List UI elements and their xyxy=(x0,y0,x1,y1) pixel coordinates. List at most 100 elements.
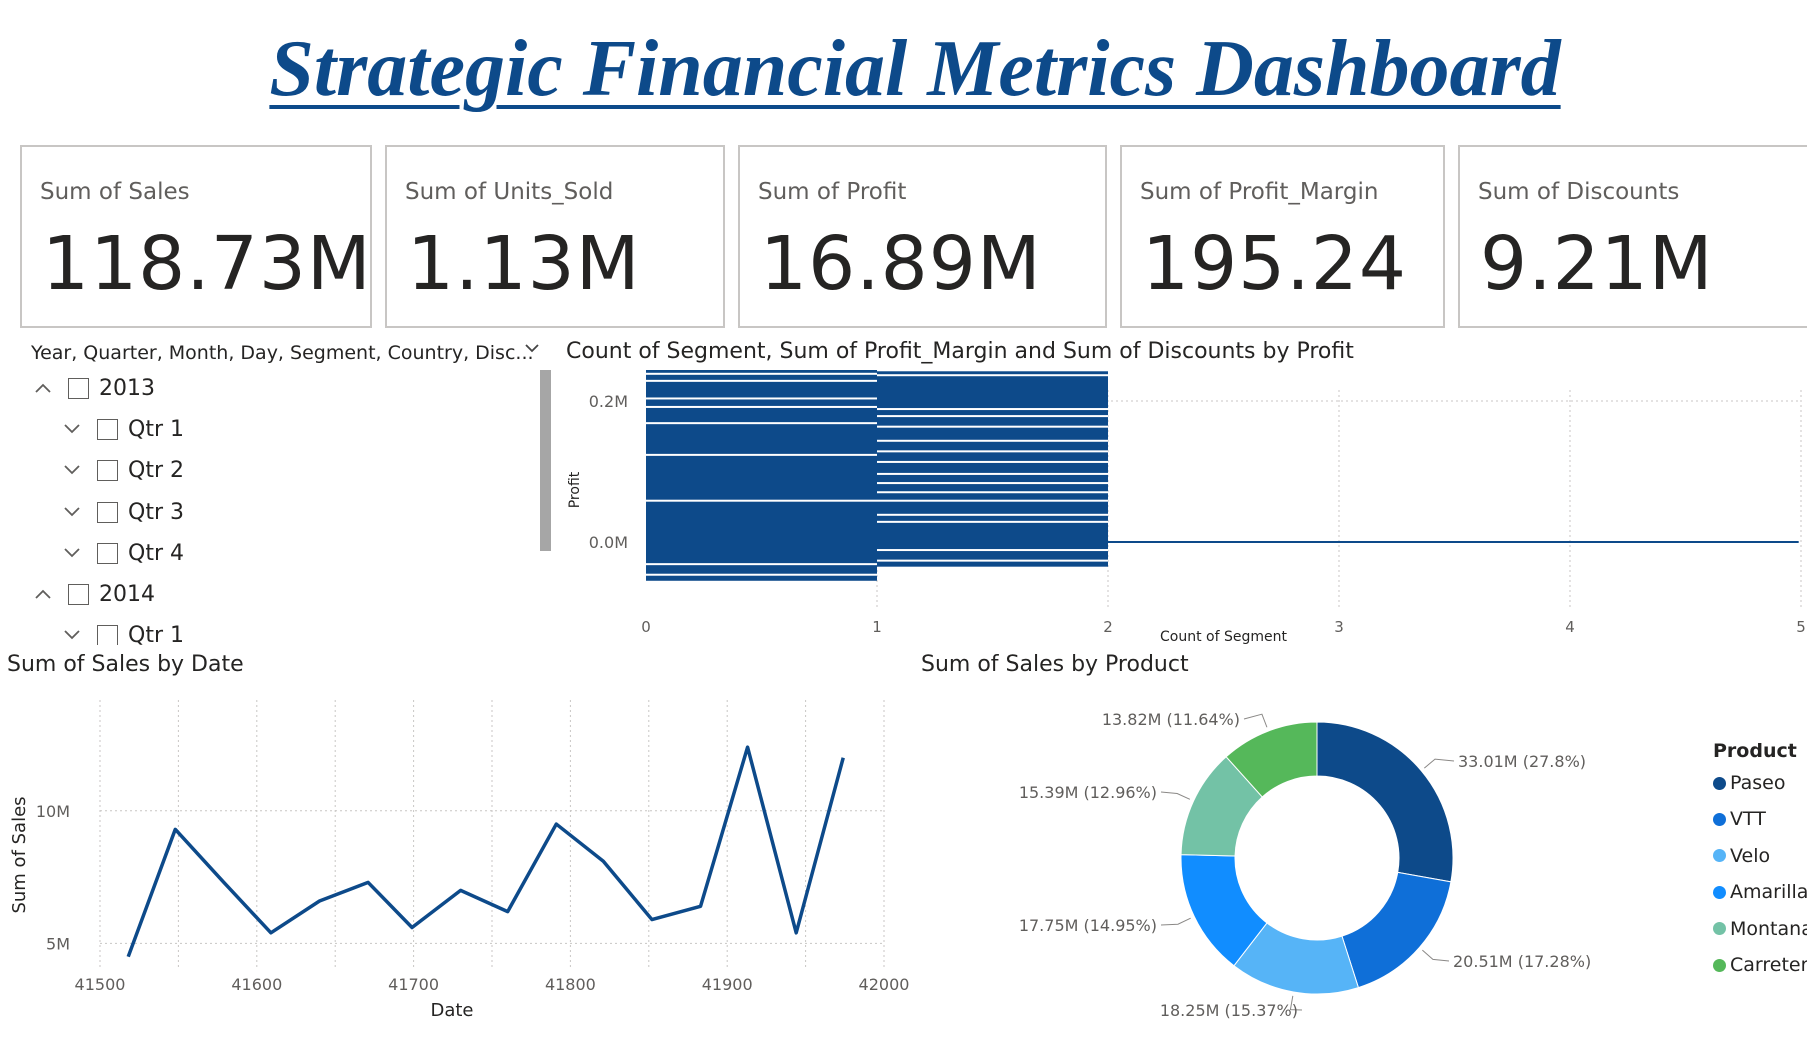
chevron-up-icon[interactable] xyxy=(32,589,54,599)
x-tick-label: 41900 xyxy=(702,975,753,994)
dashboard-title: Strategic Financial Metrics Dashboard xyxy=(269,25,1561,113)
bar-gap xyxy=(646,453,877,456)
bar-gap xyxy=(646,397,877,400)
bar-gap xyxy=(646,372,877,375)
legend-dot-icon xyxy=(1713,958,1726,972)
slicer-item-2014[interactable]: 2014 xyxy=(32,579,155,609)
bar-gap xyxy=(646,405,877,408)
slicer-item-qtr1[interactable]: Qtr 1 xyxy=(61,620,184,645)
x-tick-label: 41700 xyxy=(388,975,439,994)
slicer-item-label: Qtr 1 xyxy=(128,622,184,646)
y-tick-label: 10M xyxy=(36,802,70,821)
checkbox[interactable] xyxy=(97,624,118,645)
checkbox[interactable] xyxy=(68,377,89,399)
legend-item-velo[interactable]: Velo xyxy=(1713,845,1770,867)
legend-dot-icon xyxy=(1713,922,1726,936)
card-label: Sum of Discounts xyxy=(1478,179,1680,205)
slicer-item-label: Qtr 3 xyxy=(128,499,184,525)
card-sum-of-discounts[interactable]: Sum of Discounts 9.21M xyxy=(1458,145,1807,328)
card-label: Sum of Profit_Margin xyxy=(1140,179,1379,205)
checkbox[interactable] xyxy=(97,418,118,440)
chevron-down-icon[interactable] xyxy=(61,630,83,640)
x-tick-label: 41800 xyxy=(545,975,596,994)
x-tick-label: 41500 xyxy=(75,975,126,994)
checkbox[interactable] xyxy=(68,583,89,605)
card-value: 1.13M xyxy=(407,221,641,307)
checkbox[interactable] xyxy=(97,501,118,523)
card-sum-of-profit-margin[interactable]: Sum of Profit_Margin 195.24 xyxy=(1120,145,1445,328)
slicer-list[interactable]: 2013 Qtr 1 Qtr 2 Qtr 3 Qtr 4 2014 Qtr 1 xyxy=(20,370,540,645)
y-tick-label: 5M xyxy=(46,934,70,953)
legend-item-vtt[interactable]: VTT xyxy=(1713,808,1766,830)
chevron-down-icon[interactable] xyxy=(61,507,83,517)
bar xyxy=(646,541,1799,543)
chevron-up-icon[interactable] xyxy=(32,383,54,393)
bar-gap xyxy=(646,563,877,566)
legend-item-montana[interactable]: Montana xyxy=(1713,918,1807,940)
legend-dot-icon xyxy=(1713,776,1726,790)
leader-line xyxy=(1243,713,1268,728)
donut-chart-title: Sum of Sales by Product xyxy=(921,652,1189,677)
card-sum-of-units-sold[interactable]: Sum of Units_Sold 1.13M xyxy=(385,145,725,328)
leader-line xyxy=(1160,917,1191,926)
y-tick-label: 0.2M xyxy=(589,392,628,411)
bar-gap xyxy=(646,499,877,502)
legend-dot-icon xyxy=(1713,885,1726,899)
slicer-item-2013[interactable]: 2013 xyxy=(32,373,155,403)
bar-gap xyxy=(646,422,877,425)
data-label: 33.01M (27.8%) xyxy=(1458,752,1586,771)
donut-chart[interactable]: 33.01M (27.8%) 20.51M (17.28%) 18.25M (15.… xyxy=(1010,680,1700,1052)
donut-slice-carretera xyxy=(1225,721,1318,798)
slicer-item-label: Qtr 4 xyxy=(128,540,184,566)
x-tick-label: 3 xyxy=(1334,618,1344,636)
slicer-dropdown-chevron-icon[interactable] xyxy=(524,340,540,356)
slicer-item-label: Qtr 1 xyxy=(128,416,184,442)
slicer-header: Year, Quarter, Month, Day, Segment, Coun… xyxy=(31,342,534,364)
bar xyxy=(646,370,877,581)
legend-label: Paseo xyxy=(1730,772,1786,794)
x-tick-label: 41600 xyxy=(231,975,282,994)
card-sum-of-sales[interactable]: Sum of Sales 118.73M xyxy=(20,145,372,328)
checkbox[interactable] xyxy=(97,542,118,564)
y-axis-title: Profit xyxy=(567,471,583,508)
leader-line xyxy=(1423,758,1455,769)
card-value: 9.21M xyxy=(1480,221,1714,307)
slicer-scrollbar[interactable] xyxy=(540,370,551,551)
legend-label: Carretera xyxy=(1730,954,1807,976)
card-label: Sum of Profit xyxy=(758,179,907,205)
slicer-item-label: 2014 xyxy=(99,581,155,607)
legend-dot-icon xyxy=(1713,812,1726,826)
x-axis-title: Count of Segment xyxy=(1160,629,1287,645)
leader-line xyxy=(1160,791,1191,800)
chevron-down-icon[interactable] xyxy=(61,548,83,558)
legend-item-carretera[interactable]: Carretera xyxy=(1713,954,1807,976)
slicer-item-qtr1[interactable]: Qtr 1 xyxy=(61,414,184,444)
x-tick-label: 5 xyxy=(1796,618,1806,636)
slicer-item-qtr3[interactable]: Qtr 3 xyxy=(61,497,184,527)
data-label: 13.82M (11.64%) xyxy=(1102,710,1240,729)
x-tick-label: 4 xyxy=(1565,618,1575,636)
legend-item-amarilla[interactable]: Amarilla xyxy=(1713,881,1807,903)
legend-label: Velo xyxy=(1730,844,1771,867)
data-label: 15.39M (12.96%) xyxy=(1019,783,1157,802)
bar-gap xyxy=(646,573,877,576)
leader-line xyxy=(1422,949,1450,962)
line-chart[interactable]: 41500 41600 41700 41800 41900 42000 10M 5M Date S… xyxy=(0,680,910,1052)
card-sum-of-profit[interactable]: Sum of Profit 16.89M xyxy=(738,145,1107,328)
chevron-down-icon[interactable] xyxy=(61,465,83,475)
checkbox[interactable] xyxy=(97,459,118,481)
bar-chart[interactable]: 0 1 2 3 4 5 0.2M 0.0M Count of Segment Profit xyxy=(560,370,1807,650)
y-tick-label: 0.0M xyxy=(589,533,628,552)
data-label: 18.25M (15.37%) xyxy=(1160,1001,1298,1020)
chevron-down-icon[interactable] xyxy=(61,424,83,434)
donut-slice-paseo xyxy=(1316,721,1454,883)
x-tick-label: 1 xyxy=(872,618,882,636)
slicer-item-qtr2[interactable]: Qtr 2 xyxy=(61,455,184,485)
data-label: 17.75M (14.95%) xyxy=(1019,916,1157,935)
card-label: Sum of Sales xyxy=(40,179,190,205)
legend-title: Product xyxy=(1713,740,1797,762)
card-value: 118.73M xyxy=(42,221,372,307)
legend-item-paseo[interactable]: Paseo xyxy=(1713,772,1785,794)
slicer-item-label: 2013 xyxy=(99,375,155,401)
slicer-item-qtr4[interactable]: Qtr 4 xyxy=(61,538,184,568)
